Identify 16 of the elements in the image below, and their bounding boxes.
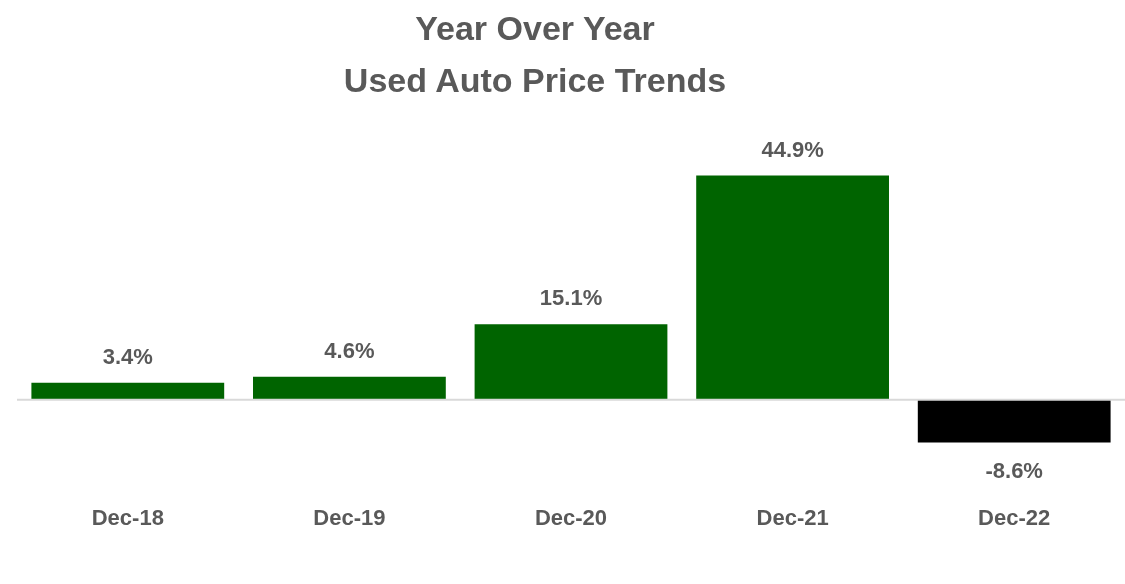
data-label: 3.4% — [102, 343, 153, 369]
bar — [917, 399, 1111, 443]
bar — [696, 175, 889, 400]
data-label: 44.9% — [761, 136, 824, 162]
data-label: -8.6% — [985, 457, 1043, 483]
chart-title: Year Over Year Used Auto Price Trends — [342, 8, 728, 101]
x-tick-label: Dec-18 — [91, 504, 164, 530]
x-tick-label: Dec-22 — [978, 504, 1051, 530]
bar — [253, 376, 446, 400]
bar — [31, 382, 225, 400]
data-label: 4.6% — [324, 337, 375, 363]
x-tick-label: Dec-20 — [534, 504, 608, 530]
bar — [474, 324, 668, 400]
data-label: 15.1% — [539, 285, 603, 311]
x-tick-label: Dec-19 — [313, 504, 386, 530]
x-tick-label: Dec-21 — [756, 504, 829, 530]
